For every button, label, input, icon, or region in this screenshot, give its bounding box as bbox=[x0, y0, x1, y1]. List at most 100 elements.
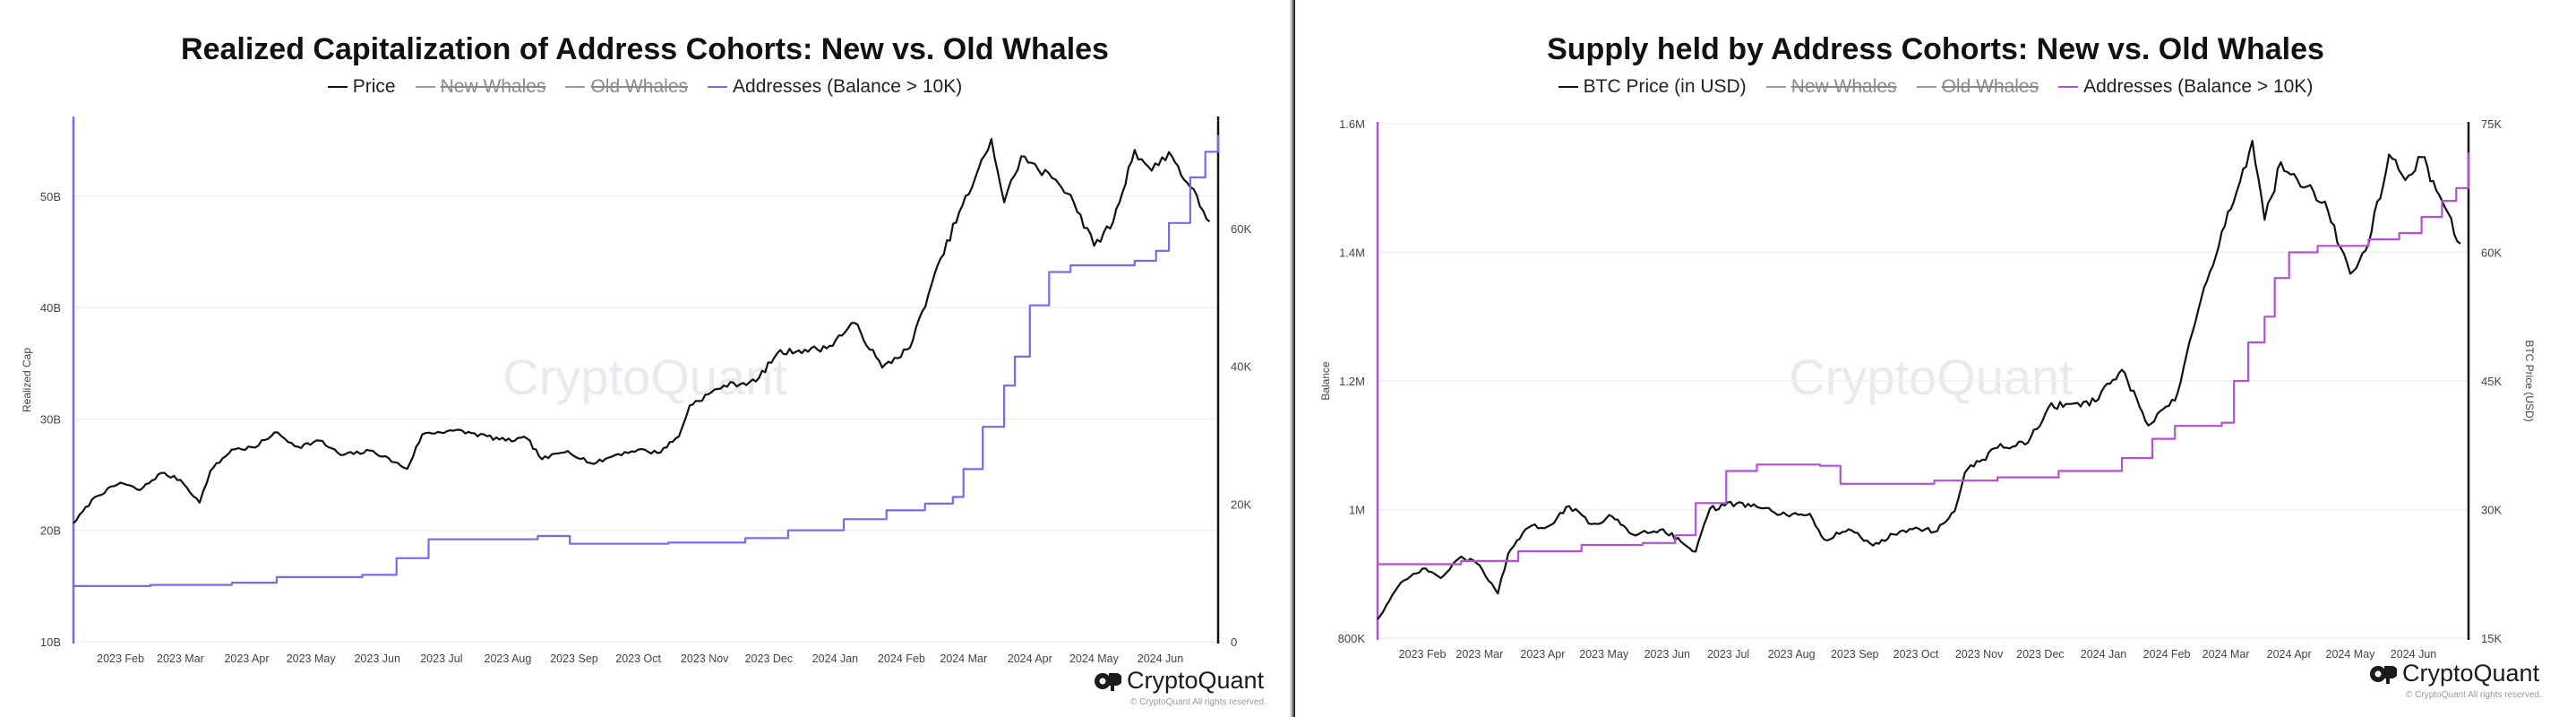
y-right-tick-label: 0 bbox=[1231, 635, 1237, 649]
watermark: CryptoQuant bbox=[1789, 349, 2074, 405]
y-right-tick-label: 20K bbox=[1231, 497, 1251, 511]
legend-swatch-price bbox=[327, 86, 348, 88]
y-left-tick-label: 40B bbox=[40, 301, 61, 315]
x-tick-label: 2023 Dec bbox=[2016, 648, 2065, 661]
x-tick-label: 2023 May bbox=[1579, 648, 1629, 661]
x-tick-label: 2023 Oct bbox=[615, 652, 661, 665]
x-tick-label: 2023 Aug bbox=[1768, 648, 1816, 661]
y-right-tick-label: 40K bbox=[1231, 360, 1251, 374]
y-left-tick-label: 1.6M bbox=[1339, 117, 1365, 131]
y-axis-title-right: BTC Price (USD) bbox=[2523, 340, 2536, 421]
brand-name: CryptoQuant bbox=[1127, 667, 1265, 694]
legend-swatch-new-whales bbox=[1765, 86, 1786, 88]
y-left-tick-label: 800K bbox=[1338, 632, 1366, 645]
x-tick-label: 2023 Sep bbox=[1831, 648, 1879, 661]
x-tick-label: 2023 Nov bbox=[681, 652, 729, 665]
x-tick-label: 2024 May bbox=[2326, 648, 2376, 661]
y-axis-title: Realized Cap bbox=[21, 348, 33, 412]
y-left-tick-label: 30B bbox=[40, 412, 61, 426]
legend-item-btc-price[interactable]: BTC Price (in USD) bbox=[1558, 76, 1747, 98]
realized-cap-chart: CryptoQuant 10B 20B 30B 40B 50B 0 20K 40K 60K 202… bbox=[21, 117, 1251, 665]
y-right-tick-label: 15K bbox=[2481, 632, 2502, 645]
x-tick-label: 2023 Aug bbox=[485, 652, 532, 665]
brand-logo: CryptoQuant bbox=[1095, 667, 1264, 695]
chart-legend: Price New Whales Old Whales Addresses (B… bbox=[0, 76, 1290, 98]
y-right-tick-label: 60K bbox=[1231, 222, 1251, 236]
brand-name: CryptoQuant bbox=[2402, 660, 2540, 687]
copyright-notice: © CryptoQuant All rights reserved. bbox=[2406, 690, 2542, 700]
chart-title: Supply held by Address Cohorts: New vs. … bbox=[1547, 32, 2324, 66]
legend-label: Old Whales bbox=[1941, 76, 2039, 97]
legend-swatch-old-whales bbox=[1916, 86, 1936, 88]
legend-item-price[interactable]: Price bbox=[327, 76, 396, 98]
x-tick-label: 2024 Feb bbox=[878, 652, 925, 665]
x-tick-label: 2023 May bbox=[287, 652, 337, 665]
y-left-tick-label: 1.2M bbox=[1339, 375, 1365, 388]
y-left-tick-label: 1.4M bbox=[1339, 246, 1365, 260]
x-tick-label: 2023 Feb bbox=[97, 652, 144, 665]
chart-legend: BTC Price (in USD) New Whales Old Whales… bbox=[1295, 76, 2576, 98]
right-chart-panel: Supply held by Address Cohorts: New vs. … bbox=[1295, 0, 2576, 717]
legend-item-old-whales[interactable]: Old Whales bbox=[1916, 76, 2039, 98]
y-left-tick-label: 10B bbox=[40, 635, 61, 649]
series-line-addresses bbox=[1378, 152, 2470, 566]
x-tick-label: 2023 Jul bbox=[1707, 648, 1749, 661]
legend-swatch-btc-price bbox=[1558, 86, 1578, 88]
series-line-price bbox=[73, 138, 1211, 524]
series-line-addresses bbox=[73, 134, 1220, 587]
x-tick-label: 2023 Apr bbox=[224, 652, 269, 665]
x-tick-label: 2024 Apr bbox=[2267, 648, 2312, 661]
x-tick-label: 2023 Mar bbox=[1455, 648, 1503, 661]
y-axis-title: Balance bbox=[1319, 361, 1332, 401]
legend-label: Addresses (Balance > 10K) bbox=[733, 76, 963, 97]
x-tick-label: 2023 Sep bbox=[550, 652, 598, 665]
legend-swatch-old-whales bbox=[565, 86, 586, 88]
y-right-tick-label: 45K bbox=[2481, 375, 2502, 388]
legend-label: BTC Price (in USD) bbox=[1583, 76, 1747, 97]
cryptoquant-logo-icon bbox=[2370, 665, 2397, 684]
x-tick-label: 2023 Jun bbox=[354, 652, 399, 665]
x-tick-label: 2023 Oct bbox=[1893, 648, 1939, 661]
y-left-tick-label: 20B bbox=[40, 524, 61, 538]
y-right-tick-label: 75K bbox=[2481, 117, 2502, 131]
x-tick-label: 2024 Jan bbox=[2081, 648, 2126, 661]
copyright-notice: © CryptoQuant All rights reserved. bbox=[1130, 697, 1267, 707]
cryptoquant-logo-icon bbox=[1095, 672, 1121, 691]
legend-item-addresses[interactable]: Addresses (Balance > 10K) bbox=[708, 76, 962, 98]
series-line-price bbox=[1377, 140, 2461, 620]
y-left-tick-label: 1M bbox=[1349, 504, 1365, 517]
left-chart-panel: Realized Capitalization of Address Cohor… bbox=[0, 32, 1290, 707]
x-tick-label: 2024 May bbox=[1069, 652, 1120, 665]
x-tick-label: 2023 Dec bbox=[745, 652, 794, 665]
y-right-tick-label: 30K bbox=[2481, 504, 2502, 517]
chart-title: Realized Capitalization of Address Cohor… bbox=[181, 32, 1109, 66]
legend-item-new-whales[interactable]: New Whales bbox=[1765, 76, 1897, 98]
y-right-tick-label: 60K bbox=[2481, 246, 2502, 260]
legend-label: New Whales bbox=[1790, 76, 1897, 97]
legend-swatch-addresses bbox=[2058, 86, 2079, 88]
legend-swatch-new-whales bbox=[415, 86, 435, 88]
supply-held-chart: CryptoQuant 800K 1M 1.2M 1.4M 1.6M 15K 30K 45K 6… bbox=[1319, 117, 2536, 661]
x-tick-label: 2023 Jun bbox=[1644, 648, 1690, 661]
x-tick-label: 2024 Apr bbox=[1008, 652, 1052, 665]
legend-swatch-addresses bbox=[708, 86, 728, 88]
x-tick-label: 2024 Mar bbox=[2202, 648, 2250, 661]
legend-item-old-whales[interactable]: Old Whales bbox=[565, 76, 688, 98]
legend-item-addresses[interactable]: Addresses (Balance > 10K) bbox=[2058, 76, 2313, 98]
x-tick-label: 2024 Feb bbox=[2143, 648, 2191, 661]
x-tick-label: 2023 Nov bbox=[1955, 648, 2004, 661]
legend-label: Addresses (Balance > 10K) bbox=[2083, 76, 2314, 97]
x-tick-label: 2024 Jun bbox=[1138, 652, 1183, 665]
legend-label: Price bbox=[352, 76, 396, 97]
legend-label: New Whales bbox=[440, 76, 546, 97]
x-tick-label: 2023 Jul bbox=[420, 652, 462, 665]
watermark: CryptoQuant bbox=[502, 349, 787, 405]
brand-logo: CryptoQuant bbox=[2370, 660, 2539, 687]
x-tick-label: 2024 Mar bbox=[940, 652, 987, 665]
x-tick-label: 2023 Apr bbox=[1520, 648, 1565, 661]
x-tick-label: 2023 Feb bbox=[1399, 648, 1447, 661]
legend-item-new-whales[interactable]: New Whales bbox=[415, 76, 546, 98]
y-left-tick-label: 50B bbox=[40, 190, 61, 203]
x-tick-label: 2024 Jan bbox=[812, 652, 858, 665]
panel-divider bbox=[1290, 0, 1295, 717]
